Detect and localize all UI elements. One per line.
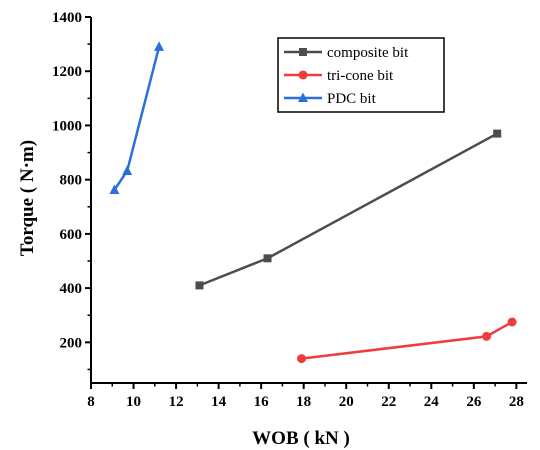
y-axis-title: Torque ( N·m) [17, 140, 38, 256]
x-tick-label: 8 [87, 394, 95, 410]
y-tick-label: 1400 [52, 10, 82, 26]
data-point-tri-cone-bit [507, 317, 517, 327]
legend-marker-composite-bit [299, 48, 307, 56]
series-tri-cone-bit [297, 317, 517, 364]
x-tick-label: 18 [296, 394, 311, 410]
legend-marker-pdc-bit [298, 92, 308, 102]
x-tick-label: 22 [381, 394, 396, 410]
series-line-pdc-bit [113, 46, 161, 191]
data-point-composite-bit [195, 281, 204, 290]
data-point-tri-cone-bit [297, 354, 307, 364]
legend-label-tri-cone-bit: tri-cone bit [327, 68, 394, 84]
x-tick-label: 24 [424, 394, 440, 410]
y-tick-label: 600 [60, 227, 83, 243]
data-point-pdc-bit [154, 41, 165, 51]
x-tick-label: 20 [339, 394, 354, 410]
legend-marker-tri-cone-bit [298, 70, 308, 80]
series-line-tri-cone-bit [301, 320, 513, 360]
data-point-pdc-bit [109, 184, 120, 194]
x-tick-label: 26 [466, 394, 482, 410]
y-tick-label: 1000 [52, 118, 82, 134]
data-point-composite-bit [493, 129, 502, 138]
legend-label-composite-bit: composite bit [327, 45, 409, 61]
y-tick-label: 200 [60, 335, 83, 351]
legend: composite bit tri-cone bit PDC bit [277, 37, 445, 113]
x-tick-label: 16 [254, 394, 270, 410]
x-tick-label: 12 [169, 394, 184, 410]
x-tick-label: 28 [509, 394, 524, 410]
x-tick-label: 10 [126, 394, 141, 410]
data-point-composite-bit [263, 254, 272, 263]
y-tick-label: 1200 [52, 64, 82, 80]
series-pdc-bit [109, 41, 165, 194]
data-point-pdc-bit [122, 165, 133, 175]
series-composite-bit [195, 129, 502, 290]
series-line-composite-bit [199, 132, 498, 287]
legend-label-pdc-bit: PDC bit [327, 91, 377, 107]
data-point-tri-cone-bit [482, 331, 492, 341]
axes: 8 10 12 14 16 18 20 22 24 26 28 200 400 600 800 1000 120… [52, 10, 527, 410]
x-axis-title: WOB ( kN ) [252, 428, 350, 449]
y-tick-label: 800 [60, 173, 83, 189]
x-tick-label: 14 [211, 394, 227, 410]
y-tick-label: 400 [60, 281, 83, 297]
series-layer [109, 41, 517, 364]
